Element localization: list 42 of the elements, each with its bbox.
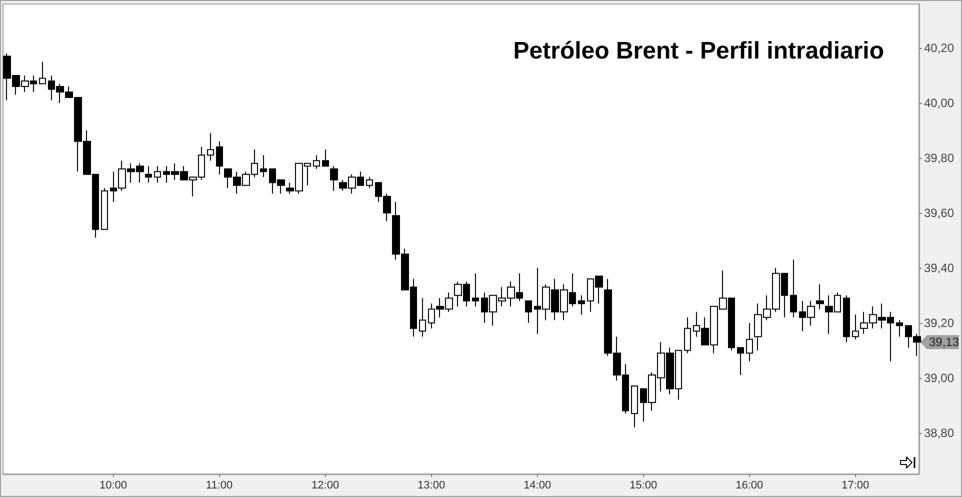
candlestick (472, 272, 479, 307)
candlestick (896, 320, 903, 338)
x-tick-label: 13:00 (418, 480, 446, 492)
candlestick (843, 294, 850, 343)
x-tick-label: 11:00 (206, 480, 233, 492)
candlestick (737, 347, 744, 376)
candlestick (419, 298, 426, 338)
candlestick (154, 166, 161, 184)
y-tick-label: 39,80 (924, 150, 954, 165)
candlestick (746, 322, 753, 362)
candlestick (260, 154, 267, 178)
candlestick (790, 259, 797, 318)
candlestick (578, 294, 585, 316)
candlestick (631, 386, 638, 428)
y-tick-label: 38,80 (924, 426, 954, 440)
candlestick (313, 154, 320, 170)
candlestick (330, 166, 338, 192)
y-tick-label: 39,40 (924, 260, 954, 275)
y-tick-label: 39,00 (924, 370, 954, 385)
text: Petróleo Brent - Perfil intradiario (513, 38, 884, 64)
y-tick-label: 40,00 (924, 96, 954, 110)
candlestick (145, 166, 152, 184)
x-tick-label: 14:00 (524, 480, 552, 492)
candlestick (207, 132, 214, 162)
candlestick (852, 314, 859, 340)
candlestick (525, 300, 532, 324)
text: 39,13 (929, 335, 960, 350)
candlestick (322, 149, 329, 167)
candlestick (216, 140, 223, 175)
y-tick-label: 39,60 (924, 206, 954, 220)
y-tick-label: 39,20 (924, 316, 954, 330)
candlestick (366, 176, 373, 189)
x-tick-label: 10:00 (99, 480, 128, 492)
candlestick (101, 188, 108, 230)
y-tick-label: 40,20 (924, 40, 954, 55)
candlestick (816, 284, 824, 310)
x-tick-label: 16:00 (736, 480, 764, 492)
x-tick-label: 17:00 (842, 480, 870, 492)
x-tick-label: 12:00 (312, 480, 340, 492)
x-tick-label: 15:00 (630, 480, 658, 492)
candlestick (39, 61, 46, 84)
candlestick (684, 316, 691, 354)
